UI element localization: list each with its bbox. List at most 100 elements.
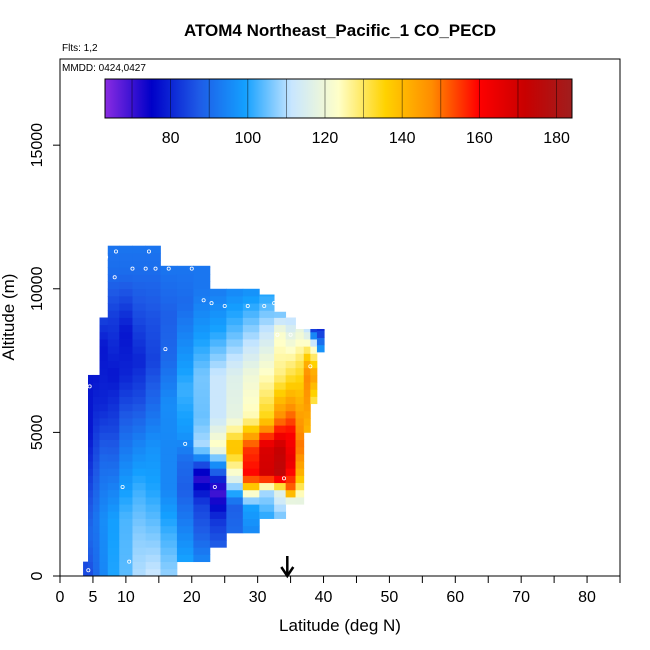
heatmap-cell (92, 396, 100, 405)
heatmap-cell (242, 295, 260, 304)
heatmap-cell (119, 346, 133, 354)
heatmap-cell (226, 295, 244, 304)
heatmap-cell (193, 339, 211, 347)
heatmap-cell (132, 374, 147, 383)
heatmap-cell (107, 396, 120, 405)
measurement-point (112, 275, 117, 280)
heatmap-cell (99, 525, 109, 534)
measurement-point (288, 332, 293, 337)
measurement-point (104, 255, 109, 260)
heatmap-cell (132, 324, 147, 333)
heatmap-cell (193, 303, 211, 311)
heatmap-cell (99, 554, 109, 563)
heatmap-cell (119, 497, 133, 505)
heatmap-cell (285, 331, 296, 340)
heatmap-cell (274, 324, 287, 333)
heatmap-cell (274, 339, 287, 347)
heatmap-cell (193, 425, 211, 433)
heatmap-cell (107, 432, 120, 440)
heatmap-cell (242, 339, 260, 347)
heatmap-cell (160, 346, 178, 354)
heatmap-cell (119, 324, 133, 333)
heatmap-cell (209, 540, 227, 548)
heatmap-cell (119, 561, 133, 570)
heatmap-cell (274, 511, 287, 519)
measurement-point (212, 484, 217, 489)
heatmap-cell (107, 410, 120, 419)
heatmap-cell (107, 525, 120, 534)
heatmap-cell (209, 367, 227, 376)
heatmap-cell (209, 511, 227, 519)
heatmap-cell (193, 346, 211, 354)
heatmap-cell (303, 396, 311, 405)
heatmap-cell (92, 504, 100, 512)
heatmap-cell (209, 453, 227, 462)
heatmap-cell (176, 418, 194, 426)
heatmap-cell (176, 382, 194, 390)
heatmap-cell (226, 374, 244, 383)
heatmap-cell (310, 339, 318, 347)
heatmap-cell (88, 568, 94, 576)
heatmap-cell (160, 339, 178, 347)
heatmap-cell (274, 403, 287, 412)
heatmap-cell (107, 446, 120, 455)
heatmap-cell (226, 482, 244, 491)
heatmap-cell (160, 561, 178, 570)
heatmap-cell (303, 389, 311, 397)
heatmap-cell (160, 540, 178, 548)
heatmap-cell (145, 317, 161, 326)
heatmap-cell (88, 489, 94, 498)
heatmap-cell (145, 461, 161, 469)
heatmap-cell (316, 337, 325, 346)
heatmap-cell (274, 382, 287, 390)
colorbar-tick-label: 80 (162, 130, 180, 147)
heatmap-cell (242, 317, 260, 326)
heatmap-cell (193, 439, 211, 448)
x-tick-label: 50 (381, 589, 399, 606)
heatmap-cell (176, 339, 194, 347)
colorbar-tick-label: 120 (312, 130, 339, 147)
heatmap-cell (160, 331, 178, 340)
heatmap-cell (99, 346, 109, 354)
heatmap-cell (119, 511, 133, 519)
heatmap-cell (145, 525, 161, 534)
heatmap-cell (176, 403, 194, 412)
heatmap-cell (160, 511, 178, 519)
heatmap-cell (107, 403, 120, 412)
heatmap-cell (132, 518, 147, 527)
heatmap-cell (88, 482, 94, 491)
heatmap-cell (99, 482, 109, 491)
heatmap-cell (226, 396, 244, 405)
heatmap-cell (88, 561, 94, 570)
heatmap-cell (107, 281, 120, 290)
heatmap-cell (176, 331, 194, 340)
heatmap-cell (132, 353, 147, 361)
heatmap-cell (145, 267, 161, 275)
heatmap-cell (295, 328, 305, 333)
x-tick-label: 0 (56, 589, 65, 606)
heatmap-cell (88, 518, 94, 527)
heatmap-cell (107, 425, 120, 433)
heatmap-cell (242, 382, 260, 390)
heatmap-cell (176, 425, 194, 433)
heatmap-cell (274, 353, 287, 361)
heatmap-cell (226, 446, 244, 455)
heatmap-cell (92, 475, 100, 484)
heatmap-cell (99, 453, 109, 462)
heatmap-cell (107, 418, 120, 426)
heatmap-cell (176, 360, 194, 369)
heatmap-cell (99, 353, 109, 361)
heatmap-cell (209, 432, 227, 440)
heatmap-cell (99, 367, 109, 376)
heatmap-cell (132, 389, 147, 397)
heatmap-cell (209, 339, 227, 347)
heatmap-cell (160, 547, 178, 555)
heatmap-cell (226, 453, 244, 462)
heatmap-cell (226, 303, 244, 311)
heatmap-cell (92, 561, 100, 570)
heatmap-cell (295, 367, 305, 376)
heatmap-cell (242, 525, 260, 534)
heatmap-cell (226, 353, 244, 361)
heatmap-cell (92, 403, 100, 412)
heatmap-cell (259, 489, 275, 498)
